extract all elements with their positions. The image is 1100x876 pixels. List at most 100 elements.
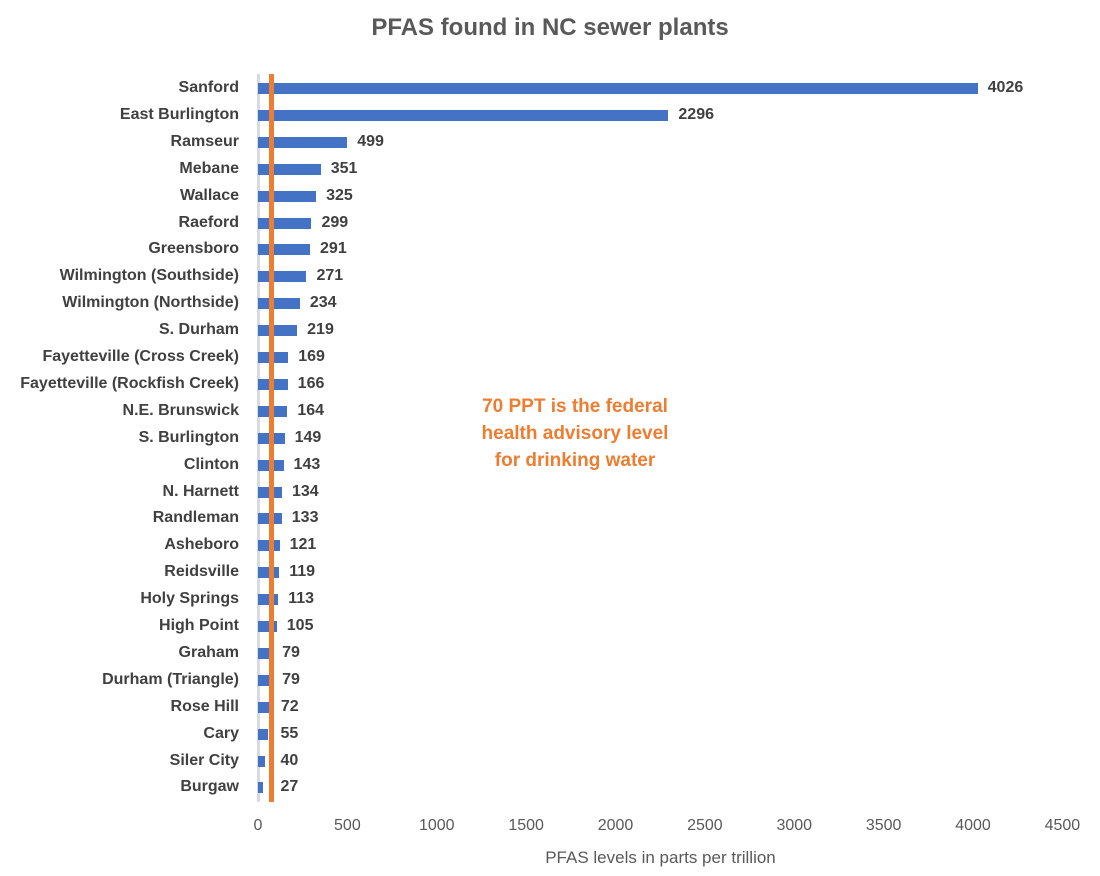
bar-row: High Point 105 — [0, 616, 1100, 636]
bar-row: Graham 79 — [0, 643, 1100, 663]
category-label: Durham (Triangle) — [102, 670, 239, 688]
category-label: Burgaw — [180, 778, 239, 796]
bar-row: East Burlington 2296 — [0, 105, 1100, 125]
bar — [258, 782, 263, 794]
bar — [258, 109, 669, 121]
bar — [258, 136, 348, 148]
data-label: 105 — [286, 617, 314, 634]
data-label: 351 — [330, 159, 358, 177]
bar-row: Randleman 133 — [0, 508, 1100, 528]
bar — [258, 83, 978, 94]
reference-line-70ppt — [268, 74, 274, 802]
annotation-line-3: for drinking water — [494, 450, 656, 471]
bar-row: Raeford 299 — [0, 213, 1100, 233]
category-label: Asheboro — [164, 536, 239, 554]
category-label: East Burlington — [119, 105, 239, 123]
bar — [258, 674, 273, 686]
category-label: Clinton — [183, 455, 239, 473]
bar-row: Rose Hill 72 — [0, 697, 1100, 717]
bar — [258, 701, 271, 713]
category-label: Fayetteville (Cross Creek) — [42, 348, 239, 365]
bar — [258, 244, 311, 256]
x-tick-label: 1000 — [418, 817, 455, 834]
category-label: Mebane — [179, 159, 239, 177]
advisory-annotation: 70 PPT is the federal health advisory le… — [450, 393, 700, 474]
annotation-line-2: health advisory level — [481, 423, 669, 444]
data-label: 271 — [316, 267, 344, 285]
bar-row: Durham (Triangle) 79 — [0, 670, 1100, 690]
category-label: Ramseur — [170, 132, 239, 150]
data-label: 299 — [321, 213, 349, 231]
data-label: 79 — [282, 643, 300, 661]
category-label: Raeford — [178, 213, 239, 231]
bar — [258, 647, 273, 659]
data-label: 149 — [294, 428, 322, 446]
data-label: 166 — [297, 374, 325, 392]
data-label: 133 — [291, 509, 319, 527]
bar-row: S. Durham 219 — [0, 320, 1100, 340]
category-label: Greensboro — [148, 240, 239, 258]
bar — [258, 298, 300, 310]
data-label: 119 — [289, 563, 316, 581]
category-label: N.E. Brunswick — [122, 401, 239, 419]
data-label: 325 — [326, 186, 353, 204]
data-label: 79 — [282, 670, 300, 688]
data-label: 169 — [298, 348, 325, 365]
data-label: 234 — [309, 294, 337, 312]
bar-row: Ramseur 499 — [0, 132, 1100, 152]
bar-row: Fayetteville (Cross Creek) 169 — [0, 347, 1100, 367]
data-label: 27 — [280, 778, 299, 796]
data-label: 499 — [357, 132, 384, 150]
data-label: 121 — [289, 536, 317, 554]
x-tick-label: 2000 — [597, 817, 634, 834]
data-label: 134 — [291, 482, 319, 500]
data-label: 143 — [293, 455, 321, 473]
category-label: Wallace — [180, 186, 239, 204]
bar-row: Burgaw 27 — [0, 777, 1100, 797]
bar-row: Greensboro 291 — [0, 239, 1100, 259]
bar-row: Reidsville 119 — [0, 562, 1100, 582]
x-tick-label: 3500 — [865, 817, 902, 834]
category-label: Randleman — [152, 509, 239, 527]
category-label: Reidsville — [164, 563, 239, 581]
bar — [258, 325, 298, 337]
data-label: 113 — [288, 590, 314, 608]
bar-row: N. Harnett 134 — [0, 482, 1100, 502]
category-label: Graham — [178, 643, 239, 661]
category-label: Fayetteville (Rockfish Creek) — [20, 374, 239, 392]
category-label: Cary — [203, 724, 239, 742]
category-label: Holy Springs — [140, 590, 239, 608]
bar-row: Holy Springs 113 — [0, 589, 1100, 609]
bar-row: Sanford 4026 — [0, 78, 1100, 98]
bar-row: Cary 55 — [0, 724, 1100, 744]
bar — [258, 621, 277, 632]
bar-row: Wallace 325 — [0, 186, 1100, 206]
data-label: 2296 — [678, 105, 714, 123]
data-label: 72 — [280, 697, 299, 715]
bar — [258, 594, 279, 606]
bar — [258, 217, 312, 229]
category-label: S. Durham — [158, 321, 239, 339]
x-tick-label: 0 — [253, 817, 263, 834]
data-label: 40 — [280, 751, 299, 769]
category-label: Sanford — [178, 79, 239, 96]
x-tick-label: 4000 — [955, 817, 991, 834]
data-label: 219 — [307, 321, 334, 339]
data-label: 55 — [280, 724, 299, 742]
bar — [258, 190, 317, 202]
data-label: 164 — [297, 401, 325, 419]
x-axis-label: PFAS levels in parts per trillion — [545, 848, 776, 867]
x-tick-label: 500 — [334, 817, 361, 834]
category-label: Wilmington (Northside) — [62, 294, 239, 312]
bar-row: Fayetteville (Rockfish Creek) 166 — [0, 374, 1100, 394]
data-label: 4026 — [987, 79, 1024, 96]
category-label: Rose Hill — [170, 697, 239, 715]
bar-row: Siler City 40 — [0, 751, 1100, 771]
bar — [258, 728, 268, 740]
x-tick-label: 2500 — [687, 817, 723, 834]
bar-row: Mebane 351 — [0, 159, 1100, 179]
bar-row: Wilmington (Northside) 234 — [0, 293, 1100, 313]
x-tick-label: 4500 — [1044, 817, 1081, 834]
bar — [258, 755, 266, 767]
